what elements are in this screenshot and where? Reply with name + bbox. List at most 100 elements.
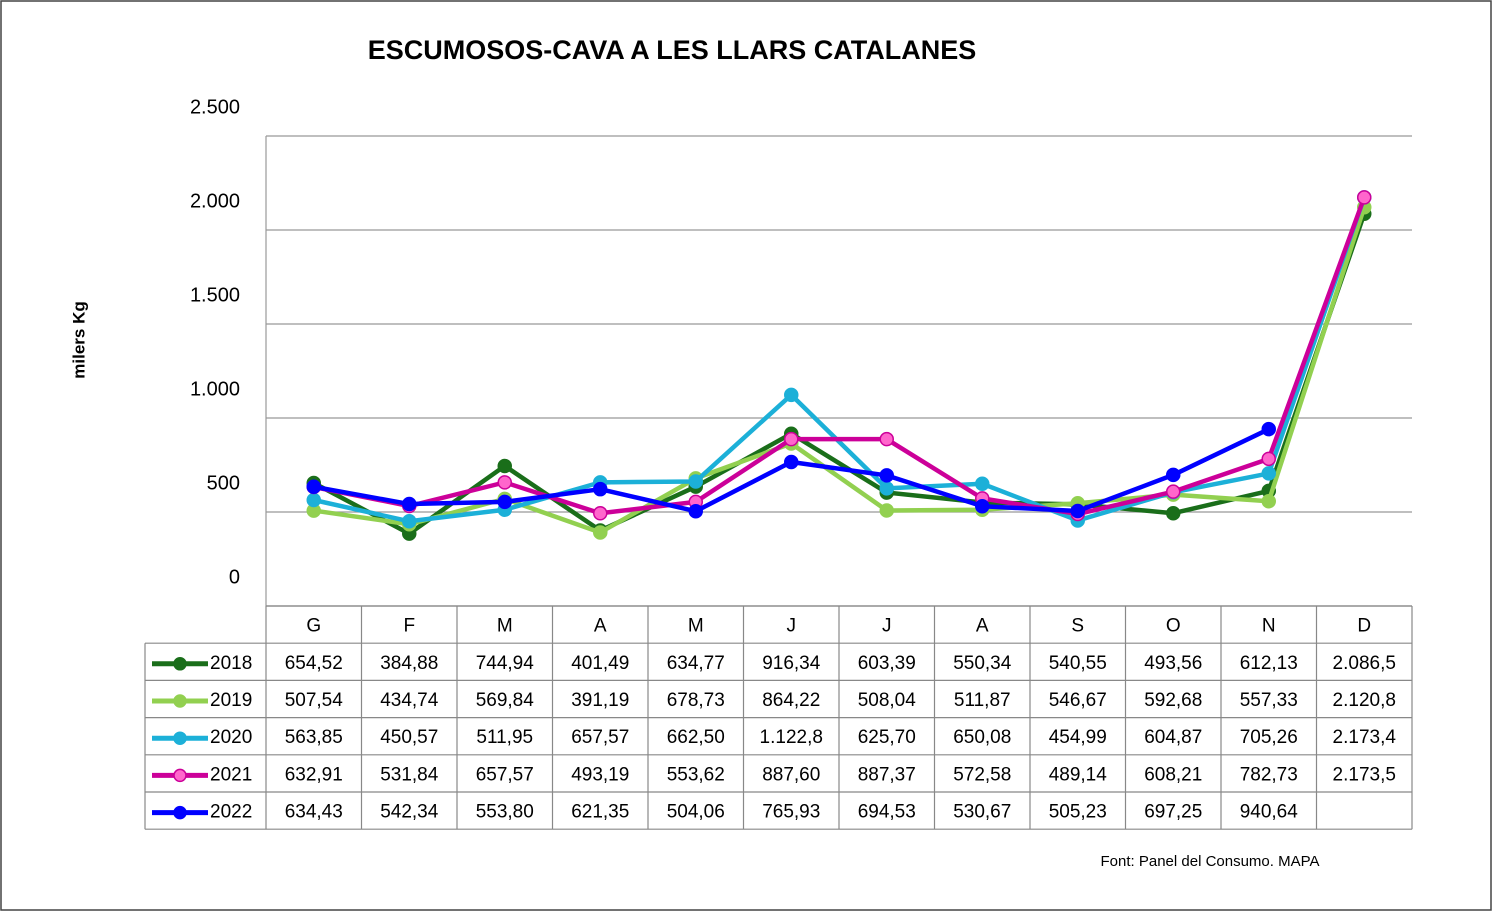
data-point — [688, 474, 703, 489]
table-cell: 650,08 — [953, 727, 1011, 748]
table-cell: 507,54 — [285, 690, 344, 711]
table-cell: 916,34 — [762, 653, 821, 674]
data-point — [1166, 484, 1181, 499]
x-tick-label: S — [1071, 616, 1084, 637]
series-line — [313, 196, 1367, 517]
table-cell: 530,67 — [953, 802, 1011, 823]
legend-marker — [173, 731, 187, 745]
source-note: Font: Panel del Consumo. MAPA — [1101, 853, 1320, 870]
data-point — [1261, 421, 1276, 437]
legend-label: 2018 — [210, 653, 252, 674]
y-tick-label: 2.500 — [190, 96, 240, 118]
legend-marker — [173, 768, 187, 783]
data-point — [688, 503, 703, 519]
data-point — [1261, 493, 1276, 509]
table-cell: 384,88 — [380, 653, 438, 674]
table-cell: 553,80 — [476, 802, 534, 823]
data-point — [1261, 466, 1276, 481]
table-cell: 434,74 — [380, 690, 439, 711]
table-cell: 572,58 — [953, 764, 1011, 785]
table-cell: 550,34 — [953, 653, 1012, 674]
table-cell: 634,77 — [667, 653, 725, 674]
data-point — [402, 514, 417, 529]
x-tick-label: A — [976, 616, 989, 637]
table-cell: 454,99 — [1049, 727, 1107, 748]
table-cell: 546,67 — [1049, 690, 1107, 711]
data-point — [1357, 190, 1372, 205]
table-cell: 678,73 — [667, 690, 725, 711]
y-tick-label: 1.500 — [190, 284, 240, 306]
table-cell: 592,68 — [1144, 690, 1202, 711]
table-cell: 1.122,8 — [760, 727, 823, 748]
x-tick-label: M — [497, 616, 513, 637]
data-point — [402, 496, 417, 512]
table-cell: 489,14 — [1049, 764, 1108, 785]
data-point — [879, 481, 894, 496]
table-cell: 531,84 — [380, 764, 439, 785]
x-tick-label: N — [1262, 616, 1276, 637]
data-point — [975, 498, 990, 514]
x-tick-label: J — [787, 616, 797, 637]
table-cell: 511,95 — [476, 727, 533, 748]
y-tick-label: 0 — [229, 566, 240, 588]
table-cell: 508,04 — [858, 690, 917, 711]
table-cell: 391,19 — [571, 690, 629, 711]
table-cell: 603,39 — [858, 653, 916, 674]
table-cell: 634,43 — [285, 802, 343, 823]
table-cell: 557,33 — [1240, 690, 1298, 711]
table-cell: 511,87 — [954, 690, 1011, 711]
table-cell: 632,91 — [285, 764, 343, 785]
x-tick-label: F — [403, 616, 415, 637]
legend-marker — [173, 657, 187, 671]
table-cell: 705,26 — [1240, 727, 1298, 748]
table-cell: 654,52 — [285, 653, 343, 674]
table-cell: 2.086,5 — [1333, 653, 1396, 674]
x-tick-label: O — [1166, 616, 1181, 637]
data-point — [1166, 505, 1181, 521]
legend-label: 2020 — [210, 727, 252, 748]
legend-marker — [173, 694, 187, 708]
data-point — [784, 454, 799, 470]
data-point — [306, 492, 321, 508]
table-cell: 563,85 — [285, 727, 343, 748]
table-cell: 887,37 — [858, 764, 916, 785]
table-cell: 2.173,4 — [1333, 727, 1397, 748]
data-point — [1166, 467, 1181, 483]
table-cell: 744,94 — [476, 653, 535, 674]
table-cell: 540,55 — [1049, 653, 1107, 674]
table-cell: 604,87 — [1144, 727, 1202, 748]
legend-label: 2019 — [210, 690, 252, 711]
table-cell: 662,50 — [667, 727, 725, 748]
legend-label: 2022 — [210, 802, 252, 823]
chart-title: ESCUMOSOS-CAVA A LES LLARS CATALANES — [368, 35, 977, 65]
data-point — [879, 431, 894, 447]
data-point — [975, 476, 990, 492]
table-cell: 569,84 — [476, 690, 535, 711]
table-cell: 2.173,5 — [1333, 764, 1396, 785]
x-tick-label: M — [688, 616, 704, 637]
table-cell: 694,53 — [858, 802, 916, 823]
series-line — [312, 213, 1367, 536]
table-cell: 493,56 — [1144, 653, 1202, 674]
table-cell: 697,25 — [1144, 802, 1202, 823]
table-cell: 625,70 — [858, 727, 916, 748]
data-point — [497, 494, 512, 510]
y-tick-label: 2.000 — [190, 190, 240, 212]
y-tick-label: 1.000 — [190, 378, 240, 400]
table-cell: 542,34 — [380, 802, 439, 823]
table-cell: 765,93 — [762, 802, 820, 823]
table-cell: 608,21 — [1144, 764, 1202, 785]
data-point — [593, 525, 608, 540]
data-point — [879, 503, 894, 518]
table-cell: 887,60 — [762, 764, 820, 785]
table-cell: 940,64 — [1240, 802, 1299, 823]
y-tick-label: 500 — [207, 472, 240, 494]
data-point — [306, 479, 321, 494]
x-tick-label: J — [882, 616, 892, 637]
table-cell: 657,57 — [571, 727, 629, 748]
data-point — [1070, 503, 1085, 519]
data-point — [497, 475, 512, 490]
table-cell: 504,06 — [667, 802, 725, 823]
x-tick-label: D — [1357, 616, 1371, 637]
